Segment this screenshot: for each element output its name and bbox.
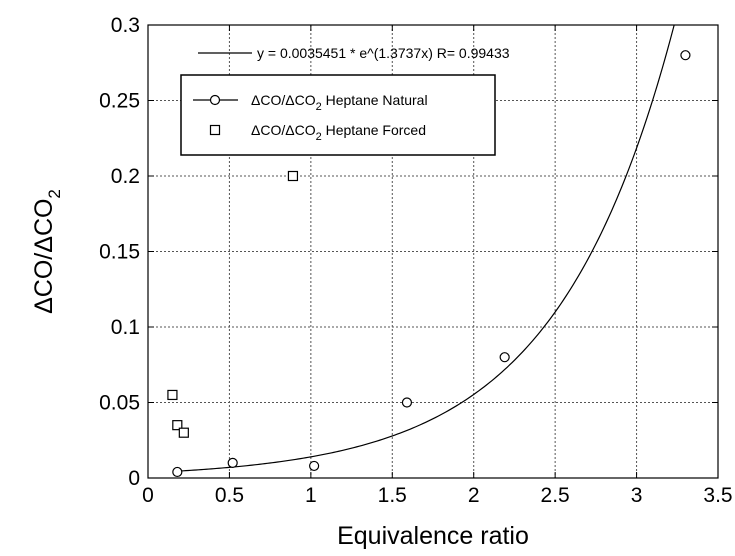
x-axis-title: Equivalence ratio [337,522,529,550]
natural-point [309,460,320,472]
forced-point [287,170,299,182]
axis-ticks [147,24,719,479]
natural-point [227,457,238,468]
legend-box [180,74,496,156]
legend-square-marker [209,124,221,136]
x-tick-label: 2.5 [541,484,570,507]
natural-point [680,50,691,61]
x-tick-label: 1.5 [378,484,407,507]
x-tick-label: 0.5 [215,484,244,507]
forced-point [172,420,183,431]
fit-curve [175,24,675,472]
legend-circle-marker [209,94,221,106]
y-tick-label: 0.1 [111,316,140,339]
x-tick-label: 3.5 [703,484,732,507]
y-tick-label: 0.15 [99,241,140,264]
y-tick-label: 0.3 [111,14,140,37]
legend-label-main: ΔCO/ΔCO [251,122,316,138]
legend-label-subscript: 2 [316,131,322,143]
x-tick-label: 3 [631,484,643,507]
natural-point [401,397,413,408]
x-tick-label: 0 [142,484,154,507]
natural-point [172,466,183,478]
natural-point [499,352,510,363]
y-axis-title-main: ΔCO/ΔCO [30,199,58,314]
legend-label-main: ΔCO/ΔCO [251,92,316,108]
fit-equation-label: y = 0.0035451 * e^(1.3737x) R= 0.99433 [257,45,510,61]
forced-point [167,389,178,401]
y-tick-label: 0.05 [99,392,140,415]
y-axis-title: ΔCO/ΔCO2 [30,189,64,314]
x-tick-labels: 0 0.5 1 1.5 2 2.5 3 3.5 [142,484,732,507]
legend-label-rest: Heptane Natural [322,92,428,108]
y-tick-label: 0.25 [99,90,140,113]
y-tick-label: 0.2 [111,165,140,188]
y-tick-label: 0 [128,467,140,490]
x-tick-label: 2 [468,484,480,507]
legend-label-subscript: 2 [316,101,322,113]
y-axis-title-subscript: 2 [45,189,64,198]
fit-legend: y = 0.0035451 * e^(1.3737x) R= 0.99433 [198,45,510,61]
forced-point [178,427,189,438]
legend-item: ΔCO/ΔCO2 Heptane Natural [193,92,428,113]
legend-label: ΔCO/ΔCO2 Heptane Forced [251,122,426,143]
legend-label: ΔCO/ΔCO2 Heptane Natural [251,92,428,113]
x-tick-label: 1 [305,484,317,507]
data-points [167,50,691,478]
y-tick-labels: 0 0.05 0.1 0.15 0.2 0.25 0.3 [99,14,140,490]
legend-item: ΔCO/ΔCO2 Heptane Forced [209,122,426,143]
legend-label-rest: Heptane Forced [322,122,426,138]
